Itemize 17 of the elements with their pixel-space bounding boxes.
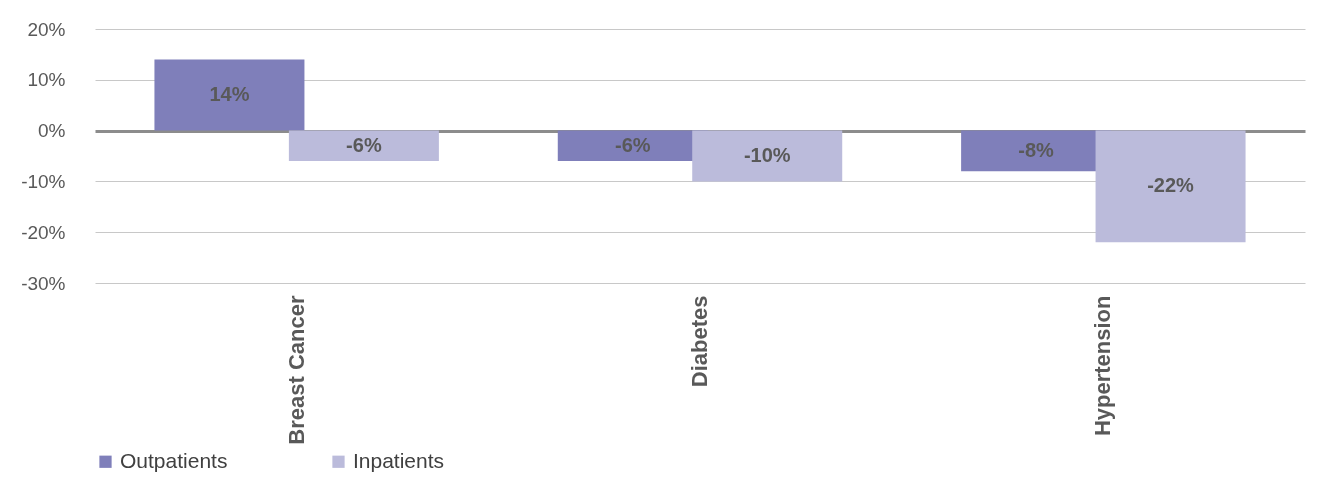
x-tick-label: Hypertension <box>1090 295 1116 437</box>
x-tick-label: Diabetes <box>687 295 712 388</box>
legend-label: Outpatients <box>120 448 228 472</box>
data-label: -8% <box>1018 138 1055 161</box>
x-tick-label: Breast Cancer <box>283 295 309 445</box>
y-tick-label: -30% <box>21 272 66 294</box>
y-tick-label: -10% <box>21 170 66 192</box>
data-label: -10% <box>743 144 791 166</box>
legend-label: Inpatients <box>353 448 445 472</box>
y-tick-label: -20% <box>21 221 66 243</box>
data-label: 14% <box>209 83 250 106</box>
data-label: -6% <box>346 133 382 156</box>
y-tick-label: 20% <box>27 18 66 40</box>
y-tick-label: 10% <box>27 69 66 91</box>
data-label: -6% <box>614 133 651 156</box>
data-label: -22% <box>1147 174 1195 197</box>
y-tick-label: 0% <box>38 120 66 142</box>
